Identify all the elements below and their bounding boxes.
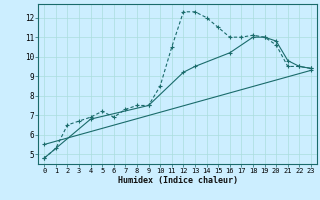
X-axis label: Humidex (Indice chaleur): Humidex (Indice chaleur) bbox=[118, 176, 238, 185]
